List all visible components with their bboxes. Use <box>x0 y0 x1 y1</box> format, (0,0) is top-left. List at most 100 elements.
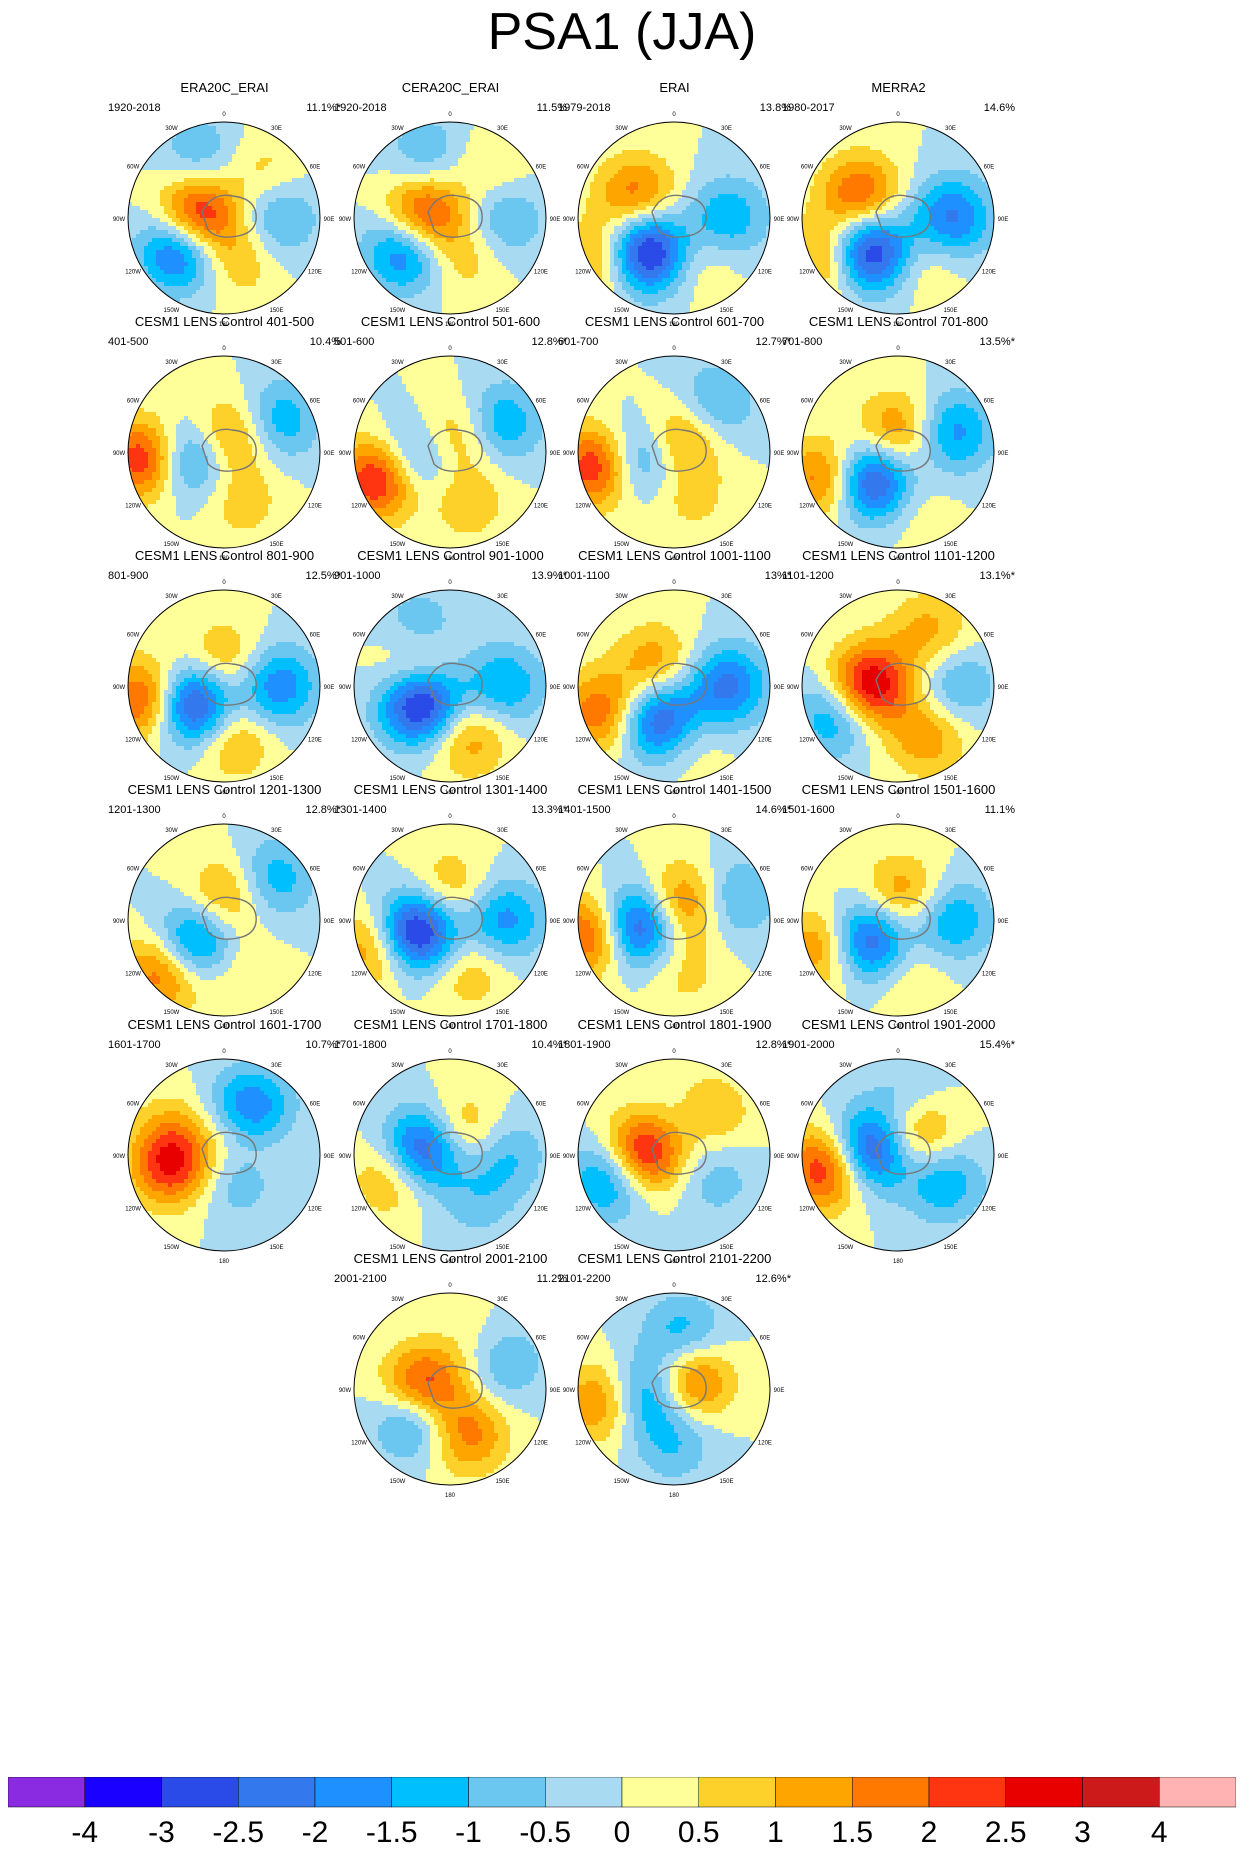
map-boundary <box>801 1058 995 1252</box>
longitude-label: 60E <box>984 399 995 405</box>
panel-title: CESM1 LENS Control 1201-1300 <box>92 782 357 798</box>
longitude-label: 0 <box>448 346 452 352</box>
map-panel: MERRA2 1980-2017 14.6% 0 30E 60E 90E 120E 150E 18… <box>766 80 1031 345</box>
longitude-label: 150E <box>719 1245 733 1251</box>
panel-title: CESM1 LENS Control 2001-2100 <box>318 1251 583 1267</box>
longitude-label: 30W <box>391 360 404 366</box>
longitude-label: 60W <box>577 399 590 405</box>
colorbar-tick-label: 1.5 <box>831 1815 873 1851</box>
longitude-label: 150E <box>719 542 733 548</box>
longitude-label: 90W <box>339 1388 352 1394</box>
anomaly-field <box>802 1059 994 1251</box>
longitude-label: 90W <box>339 919 352 925</box>
figure-title: PSA1 (JJA) <box>0 2 1244 62</box>
longitude-label: 180 <box>445 322 456 328</box>
panel-variance: 12.8%* <box>532 336 567 349</box>
longitude-label: 150W <box>838 1010 854 1016</box>
longitude-label: 90E <box>998 919 1009 925</box>
map-panel: ERAI 1979-2018 13.8% 0 30E 60E 90E 120E 150E 180 1… <box>542 80 807 345</box>
longitude-label: 0 <box>222 580 226 586</box>
longitude-label: 30E <box>271 594 282 600</box>
polar-map: 0 30E 60E 90E 120E 150E 180 150W 120W 90W 60W 30W <box>113 112 335 328</box>
longitude-label: 60E <box>310 1102 321 1108</box>
map-boundary <box>127 589 321 783</box>
panel-period: 1501-1600 <box>782 804 835 817</box>
panel-variance: 12.6%* <box>756 1273 791 1286</box>
longitude-label: 120E <box>534 738 548 744</box>
longitude-label: 150W <box>614 1479 630 1485</box>
longitude-label: 90W <box>339 1154 352 1160</box>
longitude-label: 30E <box>271 828 282 834</box>
longitude-label: 180 <box>893 1259 904 1265</box>
longitude-label: 30W <box>165 1063 178 1069</box>
longitude-label: 60W <box>127 165 140 171</box>
longitude-label: 180 <box>893 556 904 562</box>
longitude-label: 90W <box>339 685 352 691</box>
longitude-label: 30W <box>615 1297 628 1303</box>
longitude-label: 30E <box>721 594 732 600</box>
longitude-label: 150E <box>495 1479 509 1485</box>
longitude-label: 60W <box>353 633 366 639</box>
longitude-label: 120E <box>308 972 322 978</box>
longitude-label: 0 <box>222 814 226 820</box>
longitude-label: 30E <box>497 828 508 834</box>
longitude-label: 90E <box>774 1154 785 1160</box>
longitude-label: 150W <box>838 1245 854 1251</box>
map-panel: CESM1 LENS Control 2001-2100 2001-2100 11.… <box>318 1251 583 1516</box>
longitude-label: 180 <box>893 322 904 328</box>
longitude-label: 120W <box>351 972 367 978</box>
panel-period: 1920-2018 <box>108 102 161 115</box>
antarctica-coastline <box>651 428 707 472</box>
map-panel: CESM1 LENS Control 501-600 501-600 12.8%* 0… <box>318 314 583 579</box>
colorbar-tick-label: -4 <box>71 1815 98 1851</box>
longitude-label: 60W <box>577 1336 590 1342</box>
longitude-label: 30E <box>721 360 732 366</box>
longitude-label: 150E <box>719 1010 733 1016</box>
polar-map: 0 30E 60E 90E 120E 150E 180 150W 120W 90W 60W 30W <box>339 814 561 1030</box>
panel-title: CESM1 LENS Control 1901-2000 <box>766 1017 1031 1033</box>
longitude-label: 150E <box>495 1245 509 1251</box>
antarctica-coastline <box>651 662 707 706</box>
longitude-label: 30E <box>271 1063 282 1069</box>
map-panel: CESM1 LENS Control 2101-2200 2101-2200 12.… <box>542 1251 807 1516</box>
longitude-label: 120W <box>351 504 367 510</box>
longitude-label: 90E <box>774 919 785 925</box>
longitude-label: 60W <box>577 633 590 639</box>
longitude-label: 90W <box>113 217 126 223</box>
longitude-label: 90W <box>563 1154 576 1160</box>
map-boundary <box>127 355 321 549</box>
longitude-label: 150W <box>614 542 630 548</box>
antarctica-coastline <box>875 896 931 940</box>
longitude-label: 90E <box>998 1154 1009 1160</box>
panel-title: CESM1 LENS Control 701-800 <box>766 314 1031 330</box>
longitude-label: 0 <box>222 112 226 118</box>
longitude-label: 90E <box>550 1154 561 1160</box>
polar-map: 0 30E 60E 90E 120E 150E 180 150W 120W 90W 60W 30W <box>339 346 561 562</box>
longitude-label: 120W <box>125 1207 141 1213</box>
longitude-label: 150W <box>614 308 630 314</box>
map-panel: CESM1 LENS Control 1801-1900 1801-1900 12.… <box>542 1017 807 1282</box>
longitude-label: 150W <box>390 308 406 314</box>
colorbar-swatch <box>1082 1777 1160 1808</box>
colorbar-swatch <box>1005 1777 1083 1808</box>
longitude-label: 120E <box>982 1207 996 1213</box>
map-boundary <box>577 121 771 315</box>
map-boundary <box>801 121 995 315</box>
map-boundary <box>577 823 771 1017</box>
longitude-label: 30W <box>839 1063 852 1069</box>
longitude-label: 30E <box>497 1297 508 1303</box>
panel-variance: 13.8% <box>760 102 791 115</box>
antarctica-coastline <box>427 1131 483 1175</box>
longitude-label: 90E <box>324 1154 335 1160</box>
polar-map: 0 30E 60E 90E 120E 150E 180 150W 120W 90W 60W 30W <box>339 112 561 328</box>
panel-period: 2001-2100 <box>334 1273 387 1286</box>
longitude-label: 90E <box>550 451 561 457</box>
longitude-label: 60E <box>310 633 321 639</box>
longitude-label: 60E <box>760 165 771 171</box>
longitude-label: 30W <box>615 594 628 600</box>
longitude-label: 150E <box>495 308 509 314</box>
longitude-label: 0 <box>448 580 452 586</box>
longitude-label: 30E <box>721 828 732 834</box>
longitude-label: 30W <box>839 828 852 834</box>
longitude-label: 90E <box>550 685 561 691</box>
